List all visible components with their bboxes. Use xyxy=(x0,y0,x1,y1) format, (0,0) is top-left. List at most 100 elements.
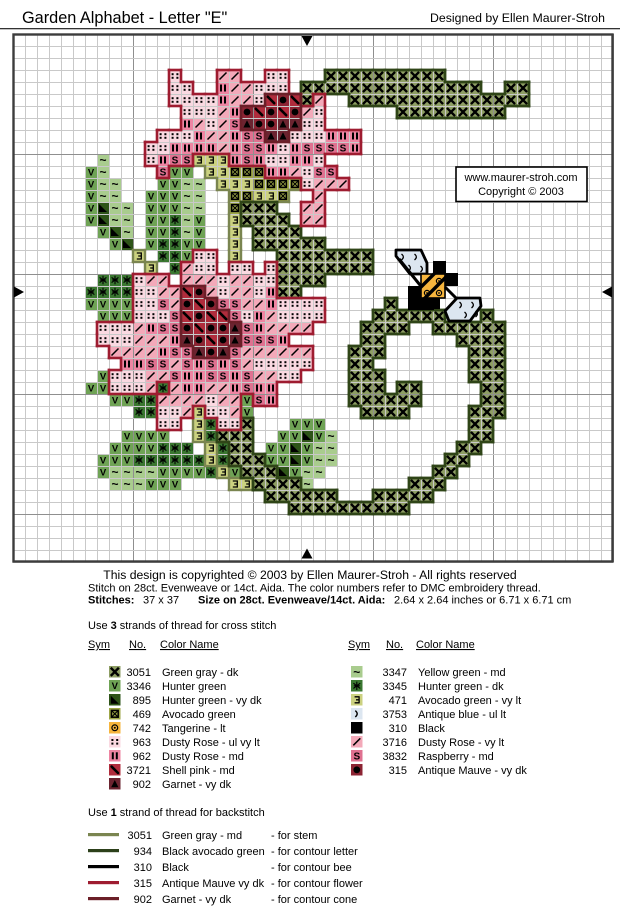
svg-text:3716: 3716 xyxy=(383,737,407,749)
svg-text:3346: 3346 xyxy=(127,681,151,693)
svg-text:~: ~ xyxy=(99,153,106,167)
svg-text:S: S xyxy=(328,144,335,155)
svg-text:315: 315 xyxy=(389,765,407,777)
svg-text:V: V xyxy=(280,431,287,442)
svg-text:V: V xyxy=(100,467,107,478)
svg-text:742: 742 xyxy=(133,723,151,735)
svg-text:S: S xyxy=(340,144,347,155)
svg-text:~: ~ xyxy=(315,465,322,479)
svg-text:V: V xyxy=(136,431,143,442)
svg-text:V: V xyxy=(112,299,119,310)
svg-text:S: S xyxy=(172,312,179,323)
svg-text:~: ~ xyxy=(123,477,130,491)
svg-text:V: V xyxy=(136,443,143,454)
svg-text:~: ~ xyxy=(315,453,322,467)
svg-text:V: V xyxy=(292,431,299,442)
svg-text:This design is copyrighted © 2: This design is copyrighted © 2003 by Ell… xyxy=(103,568,516,582)
svg-text:~: ~ xyxy=(147,465,154,479)
svg-text:S: S xyxy=(232,300,239,311)
svg-text:V: V xyxy=(304,455,311,466)
svg-text:V: V xyxy=(124,443,131,454)
svg-text:No.: No. xyxy=(386,639,403,651)
svg-text:Green gray - md: Green gray - md xyxy=(162,830,242,842)
svg-text:Copyright © 2003: Copyright © 2003 xyxy=(478,186,564,198)
svg-text:V: V xyxy=(280,455,287,466)
svg-text:3347: 3347 xyxy=(383,667,407,679)
svg-text:S: S xyxy=(316,144,323,155)
svg-text:~: ~ xyxy=(111,477,118,491)
svg-text:V: V xyxy=(88,179,95,190)
svg-text:S: S xyxy=(244,132,251,143)
svg-text:V: V xyxy=(172,191,179,202)
svg-text:V: V xyxy=(160,467,167,478)
svg-text:S: S xyxy=(244,324,251,335)
svg-text:Yellow green - md: Yellow green - md xyxy=(418,667,506,679)
svg-text:V: V xyxy=(196,239,203,250)
svg-text:V: V xyxy=(160,191,167,202)
svg-text:Black: Black xyxy=(418,723,445,735)
svg-text:S: S xyxy=(244,336,251,347)
svg-text:S: S xyxy=(232,120,239,131)
svg-text:S: S xyxy=(256,132,263,143)
svg-text:V: V xyxy=(148,191,155,202)
svg-text:3051: 3051 xyxy=(128,830,152,842)
svg-text:V: V xyxy=(88,299,95,310)
svg-text:V: V xyxy=(160,215,167,226)
svg-text:963: 963 xyxy=(133,737,151,749)
svg-text:Tangerine - lt: Tangerine - lt xyxy=(162,723,226,735)
svg-text:~: ~ xyxy=(135,465,142,479)
svg-text:~: ~ xyxy=(327,441,334,455)
svg-text:V: V xyxy=(316,419,323,430)
svg-text:S: S xyxy=(244,384,251,395)
svg-text:V: V xyxy=(124,299,131,310)
svg-text:902: 902 xyxy=(133,779,151,791)
svg-text:V: V xyxy=(88,215,95,226)
svg-text:S: S xyxy=(232,348,239,359)
svg-text:S: S xyxy=(172,348,179,359)
svg-text:V: V xyxy=(316,431,323,442)
svg-text:V: V xyxy=(124,311,131,322)
svg-text:~: ~ xyxy=(195,177,202,191)
svg-text:~: ~ xyxy=(111,213,118,227)
svg-text:934: 934 xyxy=(134,846,152,858)
svg-text:~: ~ xyxy=(123,213,130,227)
svg-text:~: ~ xyxy=(99,189,106,203)
svg-text:~: ~ xyxy=(123,465,130,479)
svg-text:Antique Mauve vy dk: Antique Mauve vy dk xyxy=(162,878,265,890)
svg-text:V: V xyxy=(112,311,119,322)
svg-text:~: ~ xyxy=(327,453,334,467)
svg-text:Hunter green - vy dk: Hunter green - vy dk xyxy=(162,695,262,707)
svg-text:V: V xyxy=(100,311,107,322)
svg-text:Dusty Rose - ul vy lt: Dusty Rose - ul vy lt xyxy=(162,737,260,749)
svg-text:310: 310 xyxy=(389,723,407,735)
svg-text:V: V xyxy=(184,467,191,478)
svg-text:V: V xyxy=(160,179,167,190)
svg-text:V: V xyxy=(196,215,203,226)
svg-text:S: S xyxy=(232,360,239,371)
svg-text:~: ~ xyxy=(111,177,118,191)
svg-text:V: V xyxy=(100,227,107,238)
svg-text:~: ~ xyxy=(123,201,130,215)
svg-text:V: V xyxy=(232,467,239,478)
svg-text:V: V xyxy=(100,383,107,394)
svg-text:S: S xyxy=(184,156,191,167)
svg-text:902: 902 xyxy=(134,894,152,906)
svg-text:Sym: Sym xyxy=(88,639,110,651)
svg-text:~: ~ xyxy=(303,465,310,479)
svg-text:V: V xyxy=(160,479,167,490)
svg-text:S: S xyxy=(268,336,275,347)
svg-text:V: V xyxy=(172,479,179,490)
svg-text:Designed by Ellen Maurer-Stro: Designed by Ellen Maurer-Stroh xyxy=(430,11,605,25)
svg-text:~: ~ xyxy=(327,429,334,443)
svg-text:V: V xyxy=(244,407,251,418)
svg-text:V: V xyxy=(100,371,107,382)
svg-text:S: S xyxy=(353,751,360,762)
svg-text:Garnet - vy dk: Garnet - vy dk xyxy=(162,779,232,791)
svg-text:S: S xyxy=(184,360,191,371)
svg-text:S: S xyxy=(172,372,179,383)
svg-text:~: ~ xyxy=(123,225,130,239)
svg-text:S: S xyxy=(172,156,179,167)
svg-text:V: V xyxy=(112,443,119,454)
svg-text:S: S xyxy=(316,168,323,179)
svg-text:No.: No. xyxy=(129,639,146,651)
